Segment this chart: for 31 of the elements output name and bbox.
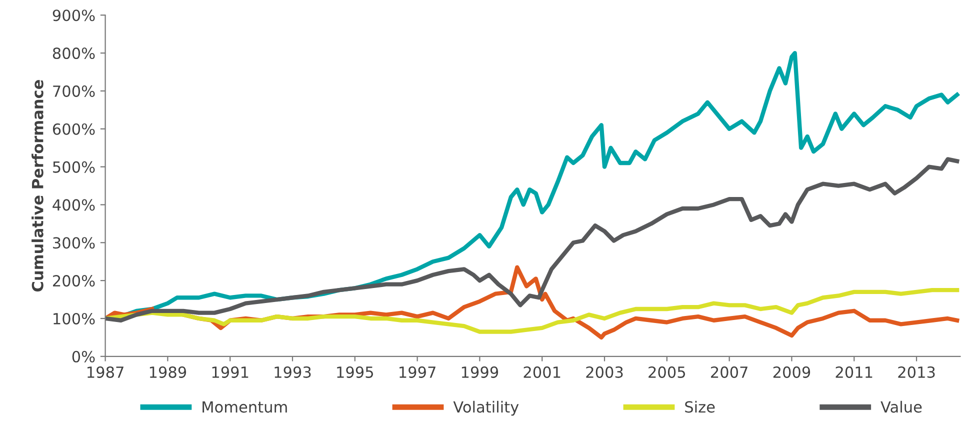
y-axis-title: Cumulative Performance xyxy=(32,80,44,292)
x-tick-label: 2013 xyxy=(898,366,935,378)
legend-label: Volatility xyxy=(453,400,519,416)
x-tick-label: 2003 xyxy=(586,366,623,378)
x-tick-label: 1987 xyxy=(88,366,124,378)
x-tick-label: 1995 xyxy=(337,366,374,378)
x-tick-label: 1991 xyxy=(212,366,248,378)
x-tick-label: 1999 xyxy=(462,366,498,378)
y-tick-label: 200% xyxy=(53,275,95,287)
legend-label: Value xyxy=(880,400,922,413)
y-tick-label: 500% xyxy=(53,161,95,173)
line-series xyxy=(105,288,960,334)
y-tick-label: 300% xyxy=(53,237,95,249)
x-tick-label: 2005 xyxy=(648,366,686,378)
x-tick-label: 2007 xyxy=(710,366,748,378)
y-tick-label: 400% xyxy=(52,199,95,211)
y-tick-label: 700% xyxy=(53,85,95,97)
line-series xyxy=(105,157,960,322)
legend-label: Momentum xyxy=(202,401,287,413)
y-tick-label: 800% xyxy=(52,48,95,60)
x-tick-label: 2009 xyxy=(773,366,810,378)
x-tick-label: 1993 xyxy=(274,366,311,378)
y-tick-label: 100% xyxy=(54,312,95,324)
y-tick-label: 600% xyxy=(52,123,95,135)
x-tick-label: 1997 xyxy=(400,366,436,378)
y-tick-label: 900% xyxy=(52,10,95,22)
x-tick-label: 2011 xyxy=(836,366,872,378)
legend-label: Size xyxy=(685,400,715,413)
x-tick-label: 1989 xyxy=(150,366,186,378)
y-tick-label: 0% xyxy=(72,350,95,362)
x-tick-label: 2001 xyxy=(524,366,560,378)
